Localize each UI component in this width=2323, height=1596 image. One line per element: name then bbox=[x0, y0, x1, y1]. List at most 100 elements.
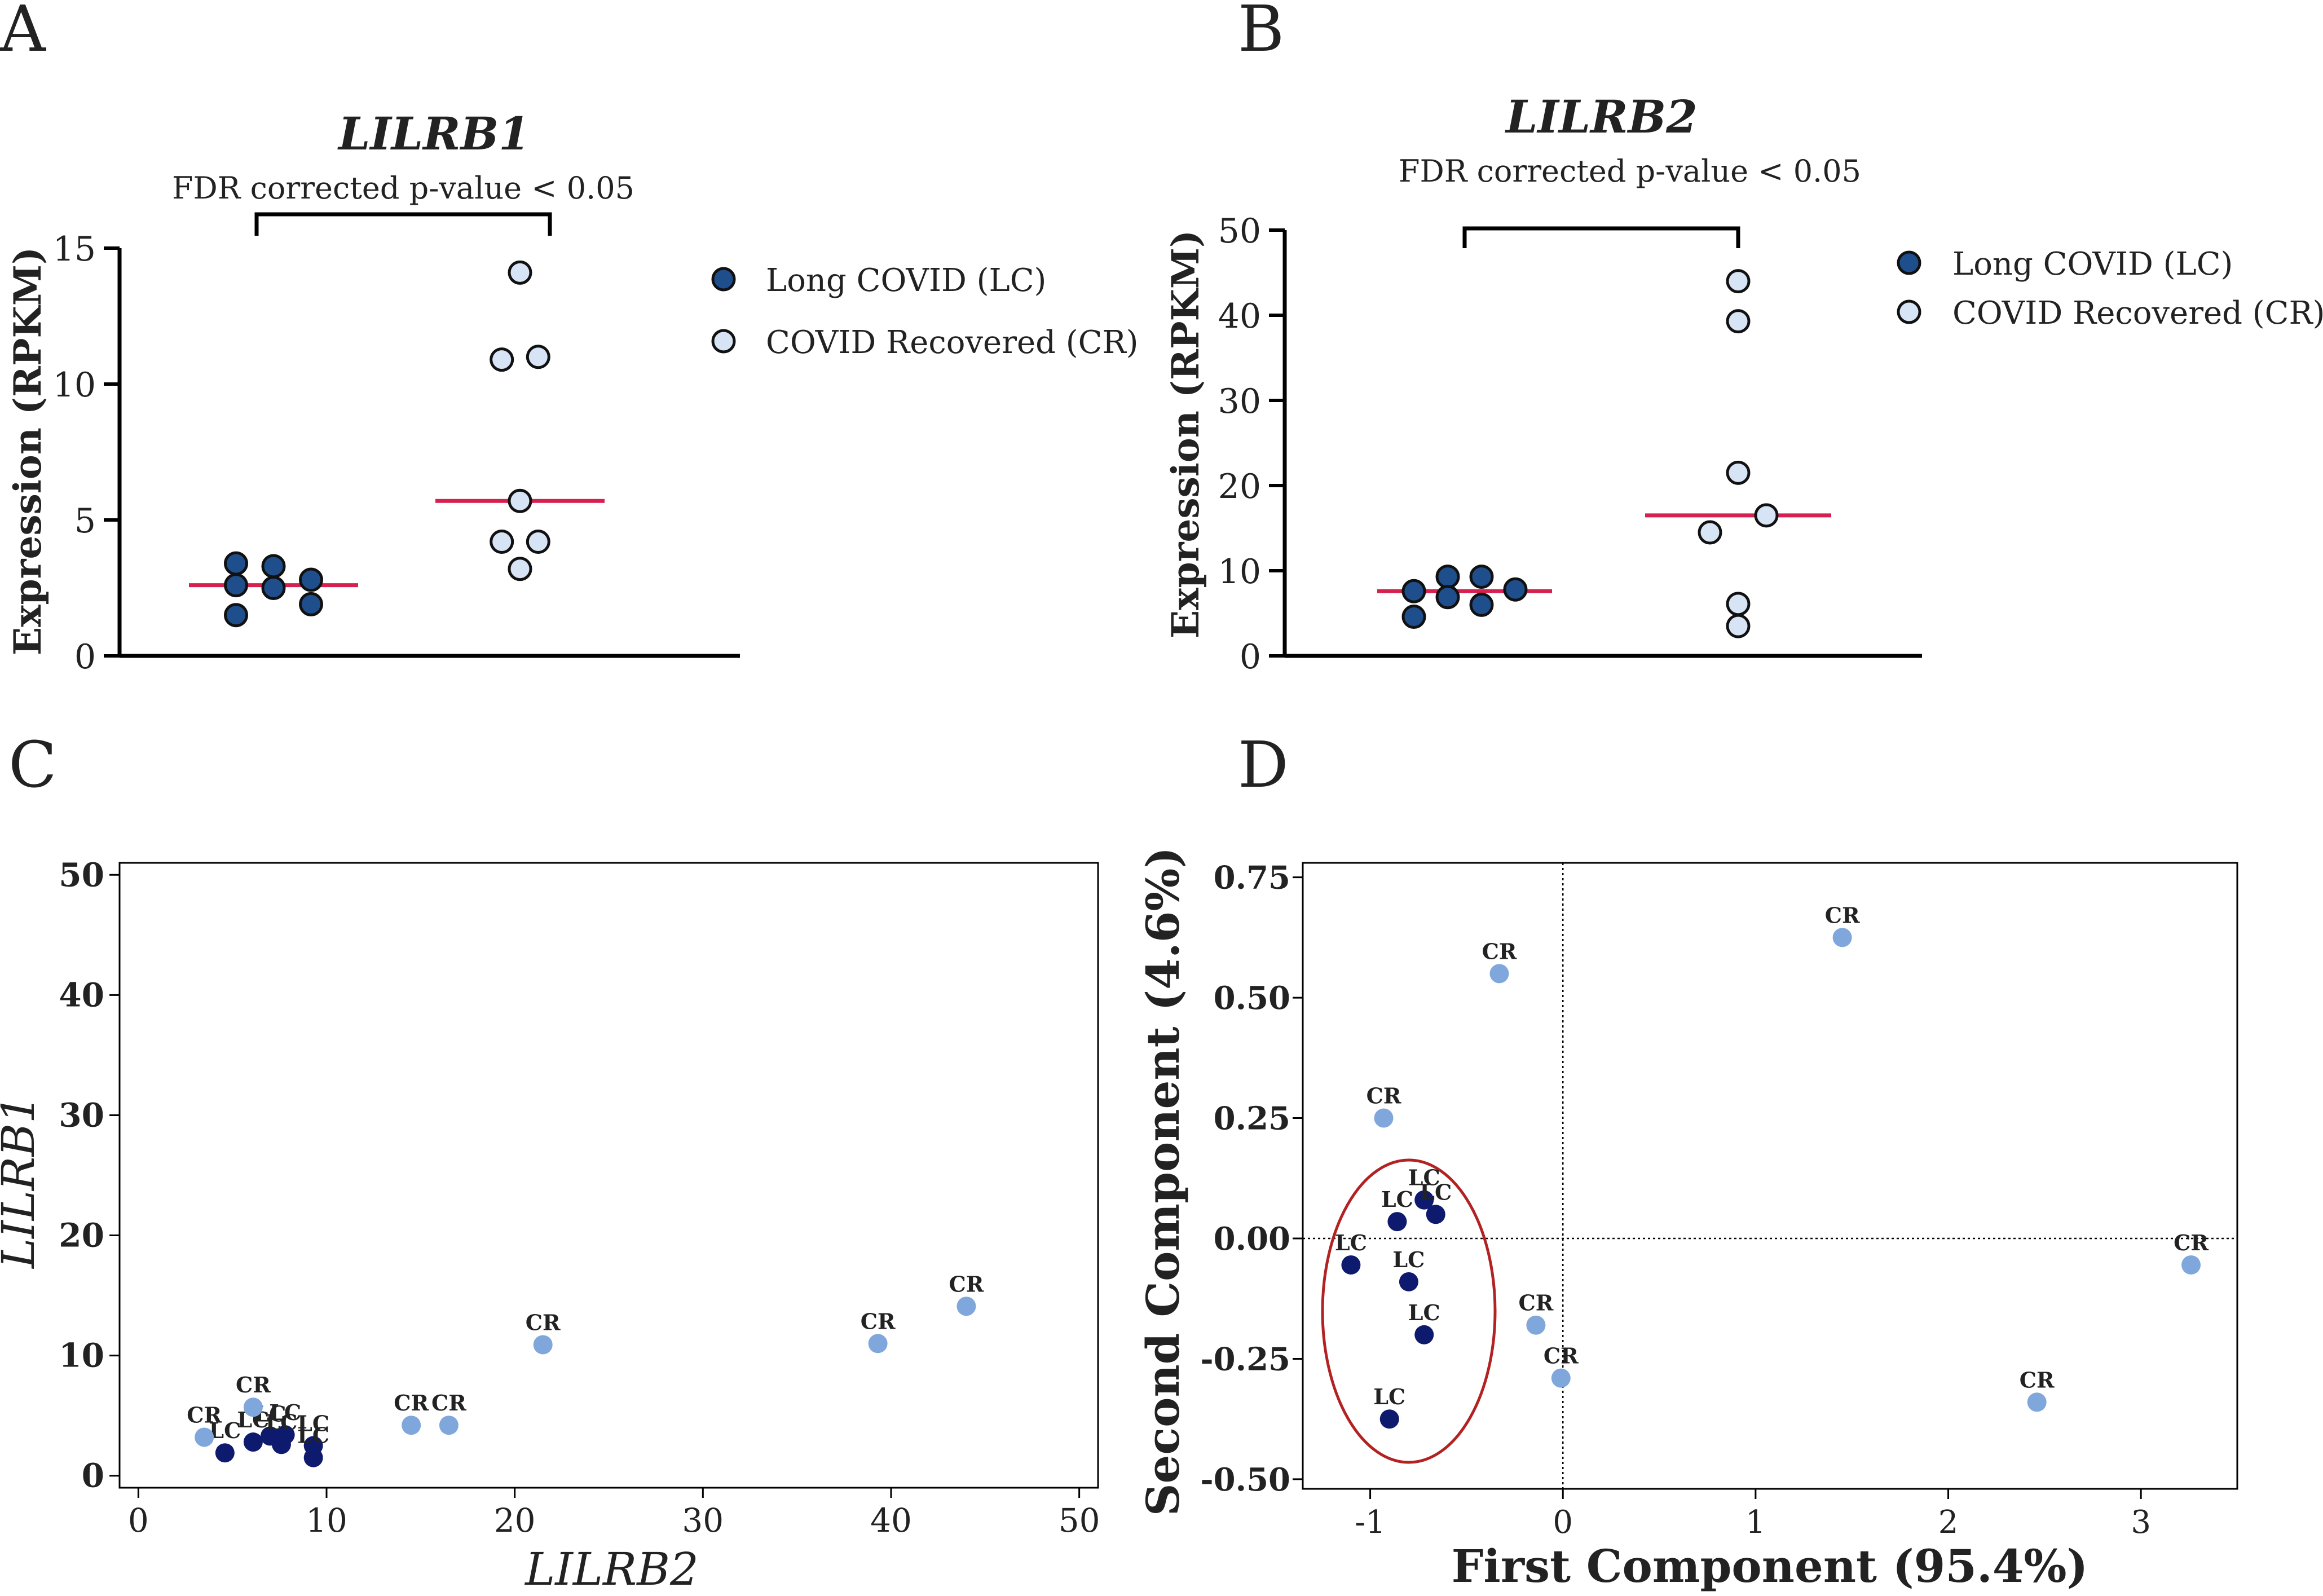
lc-point bbox=[1435, 565, 1460, 589]
y-tick-label: 10 bbox=[53, 365, 96, 405]
point-label: CR bbox=[1544, 1343, 1579, 1369]
cr-point bbox=[956, 1297, 976, 1316]
panel-a-title: LILRB1 bbox=[337, 107, 530, 160]
y-tick-label: 0.25 bbox=[1214, 1100, 1290, 1138]
point-label: CR bbox=[431, 1390, 466, 1416]
point-label: LC bbox=[209, 1418, 241, 1443]
panel-d-plot-frame bbox=[1302, 862, 2238, 1490]
panel-c-x-label: LILRB2 bbox=[524, 1543, 699, 1595]
cr-point bbox=[508, 260, 532, 285]
panel-a-y-label: Expression (RPKM) bbox=[6, 247, 50, 655]
panel-b-points bbox=[1377, 269, 1831, 638]
lc-point bbox=[243, 1432, 263, 1452]
y-tick-label: 5 bbox=[74, 501, 96, 541]
legend-a-lc-marker bbox=[711, 267, 736, 292]
legend-b-cr-marker bbox=[1897, 299, 1921, 324]
lc-point bbox=[299, 592, 323, 616]
panel-a-points bbox=[189, 260, 605, 628]
point-label: LC bbox=[1408, 1300, 1440, 1325]
lc-point bbox=[1469, 565, 1494, 589]
cr-point bbox=[508, 488, 532, 513]
cr-point bbox=[1726, 460, 1751, 485]
panel-label-d: D bbox=[1238, 729, 1289, 802]
point-label: CR bbox=[236, 1372, 271, 1397]
point-label: LC bbox=[1392, 1247, 1425, 1272]
panel-a-y-ticks: 0 5 10 15 bbox=[53, 230, 120, 677]
y-tick-label: 0 bbox=[74, 637, 96, 677]
y-tick-label: 30 bbox=[59, 1096, 104, 1134]
cr-point bbox=[533, 1335, 553, 1355]
cr-point bbox=[1726, 269, 1751, 294]
y-tick-label: 50 bbox=[1218, 211, 1261, 251]
point-label: CR bbox=[2020, 1367, 2055, 1392]
lc-point bbox=[1399, 1272, 1418, 1291]
x-tick-label: 3 bbox=[2131, 1504, 2151, 1541]
lc-point bbox=[224, 551, 248, 576]
cr-point bbox=[1526, 1315, 1546, 1335]
point-label: CR bbox=[187, 1403, 222, 1428]
cr-point bbox=[526, 530, 550, 554]
y-tick-label: 20 bbox=[59, 1216, 104, 1255]
lc-point bbox=[271, 1435, 291, 1454]
cr-point bbox=[526, 345, 550, 369]
point-label: CR bbox=[1482, 938, 1517, 964]
point-label: CR bbox=[861, 1308, 896, 1334]
panel-b-legend: Long COVID (LC) COVID Recovered (CR) bbox=[1897, 246, 2323, 332]
legend-a-cr-label: COVID Recovered (CR) bbox=[766, 324, 1138, 361]
legend-b-lc-label: Long COVID (LC) bbox=[1952, 246, 2233, 283]
panel-d-x-label: First Component (95.4%) bbox=[1452, 1540, 2088, 1593]
y-tick-label: 0 bbox=[1240, 637, 1261, 677]
y-tick-label: 40 bbox=[1218, 297, 1261, 336]
cr-point bbox=[508, 557, 532, 581]
lc-point bbox=[1387, 1212, 1407, 1232]
lc-point bbox=[261, 554, 286, 579]
y-tick-label: 30 bbox=[1218, 382, 1261, 421]
y-tick-label: -0.50 bbox=[1200, 1461, 1290, 1498]
panel-label-c: C bbox=[8, 729, 57, 802]
lc-point bbox=[299, 567, 323, 592]
lc-point bbox=[1426, 1205, 1445, 1224]
x-tick-label: 30 bbox=[682, 1501, 724, 1540]
lc-point bbox=[224, 573, 248, 598]
legend-b-lc-marker bbox=[1897, 250, 1921, 275]
cr-point bbox=[1754, 503, 1779, 528]
y-tick-label: 50 bbox=[59, 856, 104, 894]
panel-a-annotation: FDR corrected p-value < 0.05 bbox=[172, 170, 634, 206]
point-label: LC bbox=[1408, 1165, 1440, 1191]
cr-point bbox=[1698, 520, 1722, 545]
cr-point bbox=[490, 530, 514, 554]
panel-b: LILRB2 FDR corrected p-value < 0.05 0 10 2… bbox=[1163, 90, 2323, 677]
point-label: LC bbox=[1381, 1187, 1413, 1212]
cr-point bbox=[195, 1427, 214, 1447]
y-tick-label: 15 bbox=[53, 230, 96, 269]
y-tick-label: 10 bbox=[1218, 552, 1261, 592]
y-tick-label: 0.50 bbox=[1214, 980, 1290, 1017]
panel-b-y-ticks: 0 10 20 30 40 50 bbox=[1218, 211, 1285, 677]
cr-point bbox=[1726, 614, 1751, 638]
lc-point bbox=[1469, 592, 1494, 617]
cr-point bbox=[243, 1397, 263, 1417]
legend-a-lc-label: Long COVID (LC) bbox=[766, 262, 1046, 299]
panel-a-legend: Long COVID (LC) COVID Recovered (CR) bbox=[711, 262, 1138, 361]
lc-point bbox=[1414, 1325, 1434, 1344]
x-tick-label: 0 bbox=[128, 1501, 149, 1540]
panel-a: LILRB1 FDR corrected p-value < 0.05 0 5 10… bbox=[6, 107, 1138, 677]
y-tick-label: 0 bbox=[82, 1457, 104, 1495]
panel-b-y-label: Expression (RPKM) bbox=[1163, 230, 1207, 638]
cr-point bbox=[2181, 1255, 2201, 1275]
panel-c-y-label: LILRB1 bbox=[0, 1095, 45, 1269]
cr-point bbox=[868, 1334, 888, 1353]
lc-point bbox=[1435, 585, 1460, 610]
legend-a-cr-marker bbox=[711, 329, 736, 354]
panel-c-ticks: 0 10 20 30 40 50 0 10 20 30 40 50 bbox=[59, 856, 1100, 1540]
x-tick-label: 2 bbox=[1938, 1504, 1959, 1541]
cr-point bbox=[490, 347, 514, 372]
x-tick-label: 20 bbox=[494, 1501, 536, 1540]
cr-point bbox=[2027, 1392, 2047, 1412]
panel-label-a: A bbox=[0, 0, 46, 66]
lc-point bbox=[1379, 1409, 1399, 1429]
panel-c-plot-frame bbox=[118, 862, 1099, 1489]
lc-point bbox=[1341, 1255, 1361, 1275]
